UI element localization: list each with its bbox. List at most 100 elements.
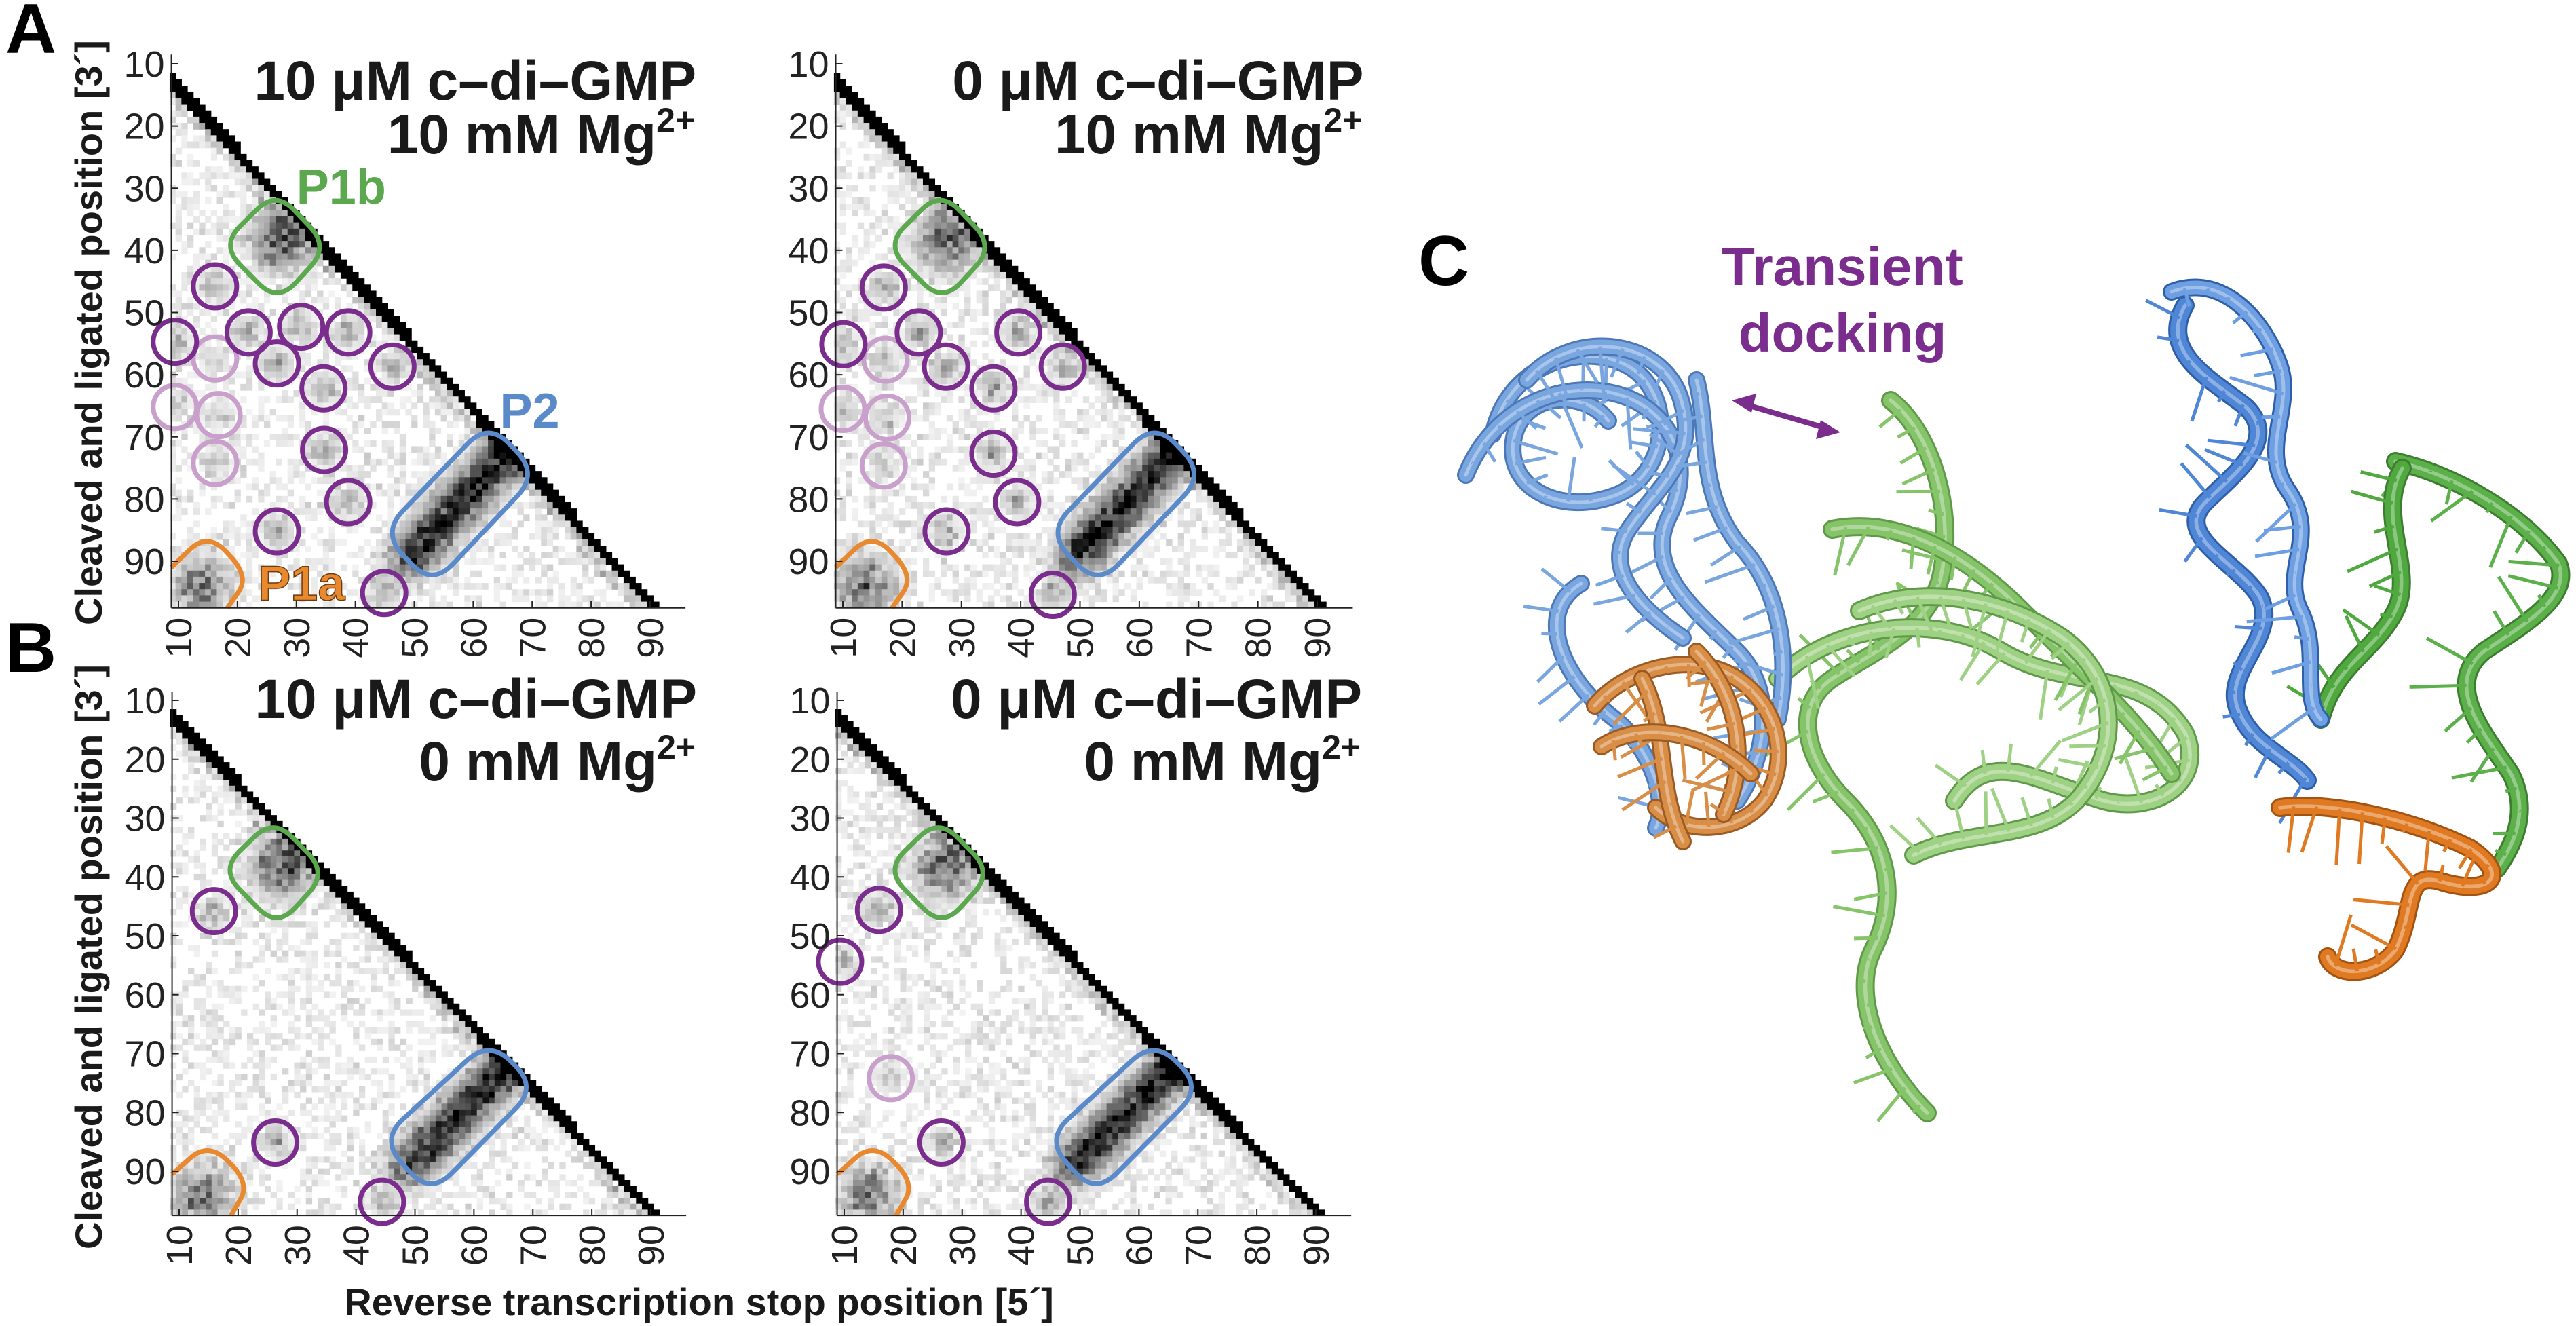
heatmap-cell [181,508,188,515]
heatmap-cell [846,147,852,155]
heatmap-cell [552,489,559,497]
heatmap-cell [1101,589,1107,596]
heatmap-cell [447,396,453,403]
heatmap-cell [322,576,330,584]
heatmap-cell [846,440,852,447]
heatmap-cell [852,204,858,210]
heatmap-cell [364,440,371,447]
heatmap-cell [175,79,182,86]
heatmap-cell [839,377,846,385]
heatmap-cell [1035,533,1042,540]
heatmap-cell [423,471,430,478]
heatmap-cell [1183,458,1190,466]
heatmap-cell [269,359,276,366]
heatmap-cell [928,178,936,186]
heatmap-cell [399,533,406,540]
heatmap-cell [988,446,995,453]
heatmap-cell [335,265,341,273]
heatmap-cell [210,570,218,577]
purple-circle [969,364,1018,413]
heatmap-cell [470,558,477,565]
heatmap-cell [340,409,347,416]
heatmap-cell [175,92,182,98]
heatmap-cell [839,396,846,403]
heatmap-cell [911,197,917,204]
heatmap-cell [928,191,936,198]
heatmap-cell [1053,576,1060,584]
heatmap-cell [193,303,200,310]
heatmap-cell [423,501,430,509]
heatmap-cell [405,564,412,571]
heatmap-cell [287,228,295,235]
heatmap-cell [399,322,406,329]
heatmap-cell [411,589,418,596]
heatmap-cell [875,135,882,143]
heatmap-cell [1106,539,1114,546]
heatmap-cell [869,601,876,609]
heatmap-cell [458,464,465,472]
heatmap-cell [434,583,442,590]
heatmap-cell [1237,576,1244,584]
heatmap-cell [922,259,930,267]
heatmap-cell [447,464,453,472]
heatmap-cell [1142,452,1149,459]
heatmap-cell [282,390,288,397]
heatmap-cell [869,309,876,316]
heatmap-cell [246,328,253,335]
heatmap-cell [1237,514,1244,522]
heatmap-cell [381,421,389,428]
heatmap-cell [240,228,247,235]
heatmap-cell [276,271,282,279]
heatmap-cell [376,539,383,546]
heatmap-cell [1059,365,1066,373]
heatmap-cell [887,558,894,565]
heatmap-cell [1047,564,1054,571]
heatmap-cell [175,303,182,310]
heatmap-cell [1000,564,1006,571]
heatmap-cell [269,222,276,229]
heatmap-cell [875,322,882,329]
heatmap-cell [1065,570,1072,577]
heatmap-cell [470,471,477,478]
heatmap-cell [546,595,554,603]
heatmap-cell [335,501,341,509]
heatmap-cell [941,328,947,335]
heatmap-cell [482,514,489,522]
heatmap-cell [635,589,642,596]
heatmap-cell [181,278,188,285]
heatmap-cell [893,153,900,161]
heatmap-cell [181,390,188,397]
heatmap-cell [887,583,894,590]
heatmap-cell [1047,508,1054,515]
heatmap-cell [993,570,1001,577]
heatmap-cell [517,508,524,515]
heatmap-cell [364,365,371,373]
heatmap-cell [964,297,971,304]
heatmap-cell [1029,396,1036,403]
heatmap-cell [228,458,235,466]
heatmap-cell [1154,464,1161,472]
heatmap-cell [1023,514,1030,522]
heatmap-cell [1249,552,1255,559]
heatmap-cell [429,359,436,366]
heatmap-cell [1035,546,1042,552]
heatmap-cell [857,297,865,304]
heatmap-cell [1272,552,1279,559]
heatmap-cell [917,166,924,173]
heatmap-cell [1130,402,1137,410]
heatmap-cell [846,583,852,590]
heatmap-cell [1118,520,1125,528]
heatmap-cell [934,353,941,360]
heatmap-cell [399,452,406,459]
heatmap-cell [434,409,442,416]
heatmap-cell [240,415,247,422]
heatmap-cell [429,458,436,466]
heatmap-cell [429,428,436,434]
heatmap-cell [169,153,176,161]
heatmap-cell [869,123,876,130]
heatmap-cell [905,197,912,204]
heatmap-cell [1059,334,1066,341]
heatmap-cell [210,383,218,391]
heatmap-cell [899,527,906,534]
heatmap-cell [869,116,876,124]
